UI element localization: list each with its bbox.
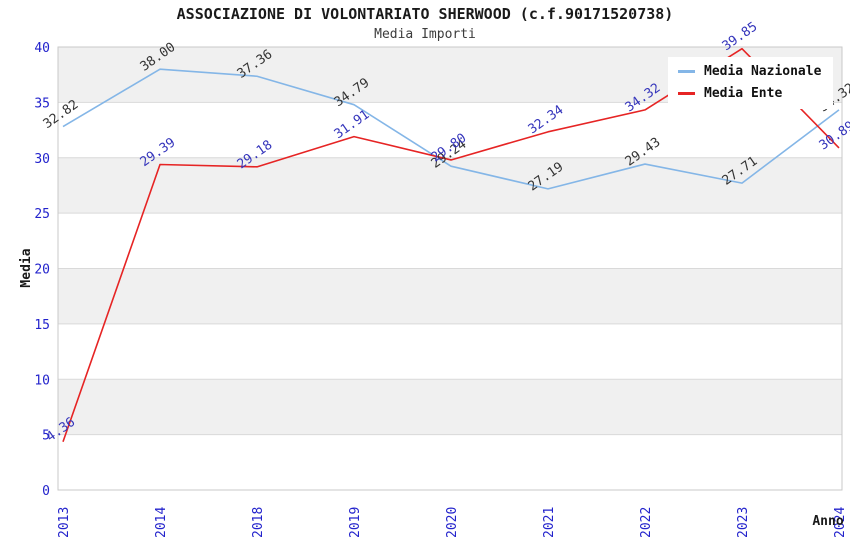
y-tick-label: 15 [34,318,50,333]
plot-band [58,268,842,324]
x-axis-title: Anno [812,514,843,529]
legend-label-media-nazionale: Media Nazionale [704,64,822,79]
y-axis-title: Media [19,248,34,287]
legend-item-media-nazionale: Media Nazionale [678,64,821,79]
plot-band [58,434,842,490]
x-tick-label: 2021 [542,507,557,538]
x-tick-label: 2013 [57,507,72,538]
legend: Media Nazionale Media Ente [668,57,834,109]
x-tick-label: 2019 [348,507,363,538]
plot-band [58,102,842,158]
y-tick-label: 25 [34,207,50,222]
chart-subtitle: Media Importi [374,27,476,42]
plot-border [57,46,843,491]
media-ente-line-icon [678,92,695,95]
y-tick-label: 35 [34,96,50,111]
y-tick-label: 5 [42,429,50,444]
y-tick-label: 10 [34,373,50,388]
y-tick-label: 30 [34,152,50,167]
x-tick-label: 2022 [639,507,654,538]
plot-band [58,323,842,380]
plot-band [58,157,842,214]
x-tick-label: 2014 [154,507,169,538]
y-tick-label: 20 [34,263,50,278]
plot-band [58,379,842,435]
y-tick-label: 0 [42,484,50,499]
x-tick-label: 2024 [833,507,848,538]
chart-title: ASSOCIAZIONE DI VOLONTARIATO SHERWOOD (c… [176,5,674,23]
legend-label-media-ente: Media Ente [704,86,783,101]
legend-item-media-ente: Media Ente [678,86,821,101]
x-tick-label: 2020 [445,507,460,538]
media-nazionale-line [62,68,840,190]
y-tick-label: 40 [34,41,50,56]
x-tick-label: 2023 [736,507,751,538]
media-nazionale-line-icon [678,70,695,73]
x-tick-label: 2018 [251,507,266,538]
plot-band [58,213,842,269]
